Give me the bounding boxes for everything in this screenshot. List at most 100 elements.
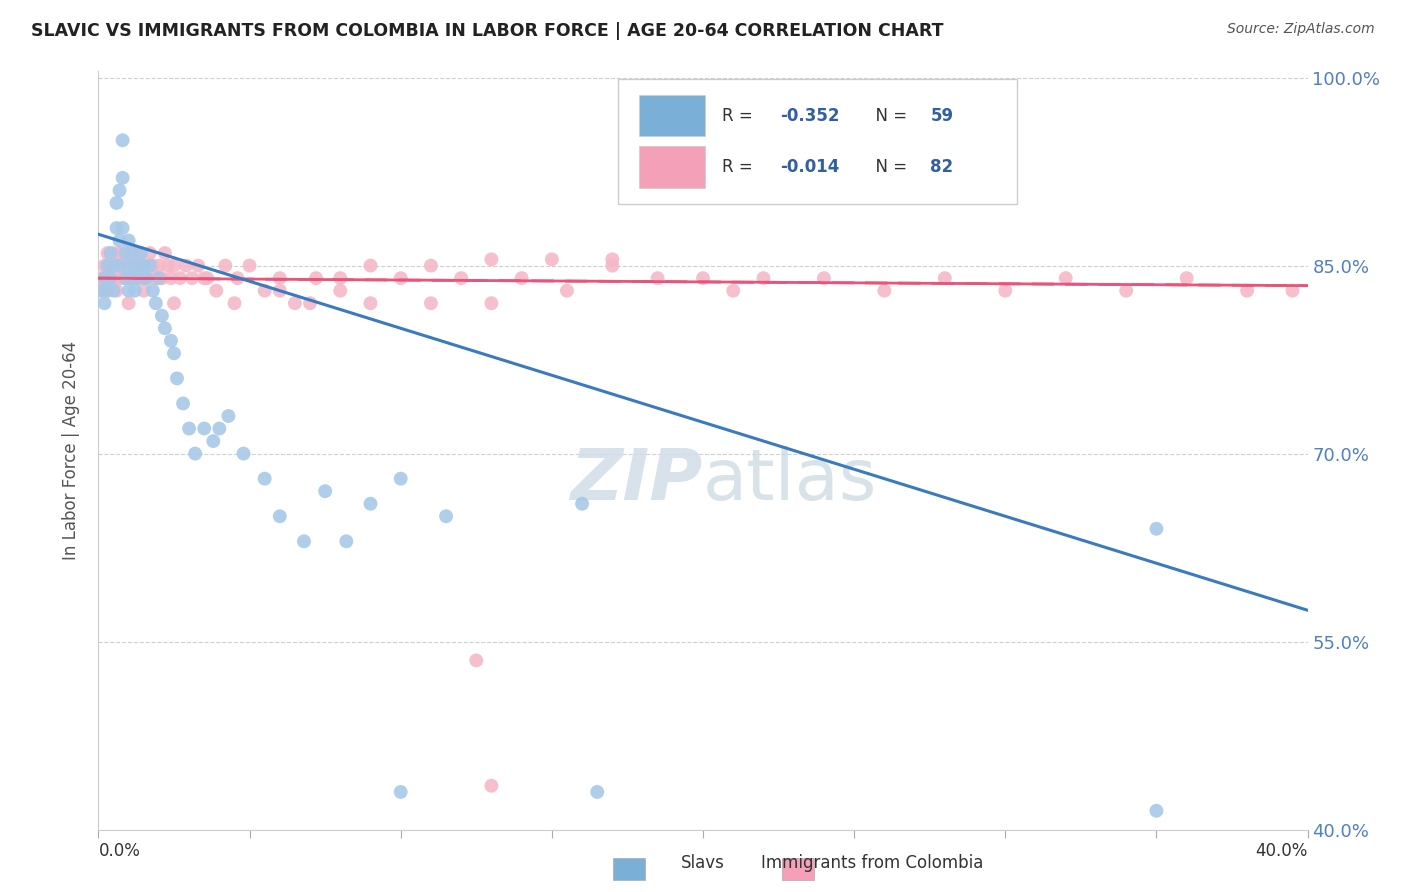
Point (103, 271, 125, 285)
Point (360, 296, 382, 310)
Point (108, 271, 131, 285)
Point (1175, 271, 1198, 285)
Point (103, 259, 125, 273)
Point (193, 271, 215, 285)
Point (434, 509, 457, 524)
Point (90, 284, 112, 298)
Text: -0.014: -0.014 (780, 159, 839, 177)
Text: 82: 82 (931, 159, 953, 177)
Point (602, 252, 624, 267)
Point (450, 271, 472, 285)
Bar (638, 95, 706, 136)
Point (202, 434, 225, 448)
Point (103, 246, 125, 260)
Point (169, 271, 191, 285)
Point (108, 246, 131, 260)
Point (1281, 284, 1303, 298)
Point (108, 234, 131, 248)
Point (184, 447, 207, 461)
Point (127, 271, 149, 285)
Point (132, 271, 155, 285)
Point (481, 252, 503, 267)
Point (232, 447, 254, 461)
Point (253, 284, 276, 298)
Point (813, 271, 835, 285)
Point (389, 472, 412, 486)
Point (1144, 804, 1167, 818)
Point (163, 346, 186, 360)
Point (160, 271, 183, 285)
Point (132, 259, 155, 273)
Point (239, 259, 262, 273)
Point (108, 183, 131, 197)
Point (723, 284, 745, 298)
Text: 59: 59 (931, 107, 953, 125)
Point (389, 785, 412, 799)
Point (93, 271, 115, 285)
Point (118, 271, 141, 285)
Point (114, 271, 136, 285)
Point (934, 271, 956, 285)
Text: N =: N = (865, 159, 912, 177)
Point (105, 259, 128, 273)
Point (1144, 522, 1167, 536)
Point (139, 259, 162, 273)
Point (111, 170, 134, 185)
Point (269, 284, 291, 298)
Point (118, 259, 141, 273)
Point (994, 284, 1017, 298)
Point (150, 271, 173, 285)
Point (105, 221, 128, 235)
Point (420, 259, 443, 273)
Point (692, 271, 714, 285)
Point (96, 246, 118, 260)
Point (111, 133, 134, 147)
Point (904, 152, 927, 166)
Point (420, 296, 443, 310)
Text: Slavs: Slavs (681, 855, 725, 872)
Point (118, 296, 141, 310)
Point (329, 271, 352, 285)
Point (187, 259, 209, 273)
Point (96, 271, 118, 285)
Point (93, 259, 115, 273)
Point (226, 271, 249, 285)
Point (647, 271, 669, 285)
Point (150, 309, 173, 323)
Point (100, 259, 122, 273)
Point (481, 296, 503, 310)
Point (148, 259, 170, 273)
Text: Source: ZipAtlas.com: Source: ZipAtlas.com (1227, 22, 1375, 37)
Point (160, 334, 183, 348)
Point (96, 284, 118, 298)
Point (145, 296, 167, 310)
Text: atlas: atlas (703, 446, 877, 516)
Point (148, 271, 170, 285)
Point (540, 252, 562, 267)
Point (1115, 284, 1137, 298)
Point (752, 271, 775, 285)
Point (284, 296, 307, 310)
Point (135, 271, 157, 285)
Point (118, 284, 141, 298)
Point (193, 421, 215, 435)
Point (124, 259, 146, 273)
Point (114, 271, 136, 285)
Point (156, 259, 179, 273)
Point (121, 246, 143, 260)
Point (105, 284, 128, 298)
Point (111, 221, 134, 235)
Point (135, 271, 157, 285)
Text: N =: N = (865, 107, 912, 125)
Point (129, 246, 152, 260)
Point (329, 284, 352, 298)
Point (127, 259, 149, 273)
Point (510, 271, 533, 285)
Point (111, 271, 134, 285)
Point (100, 271, 122, 285)
Point (253, 472, 276, 486)
Point (181, 271, 204, 285)
Point (217, 409, 239, 423)
Point (121, 246, 143, 260)
Point (163, 296, 186, 310)
